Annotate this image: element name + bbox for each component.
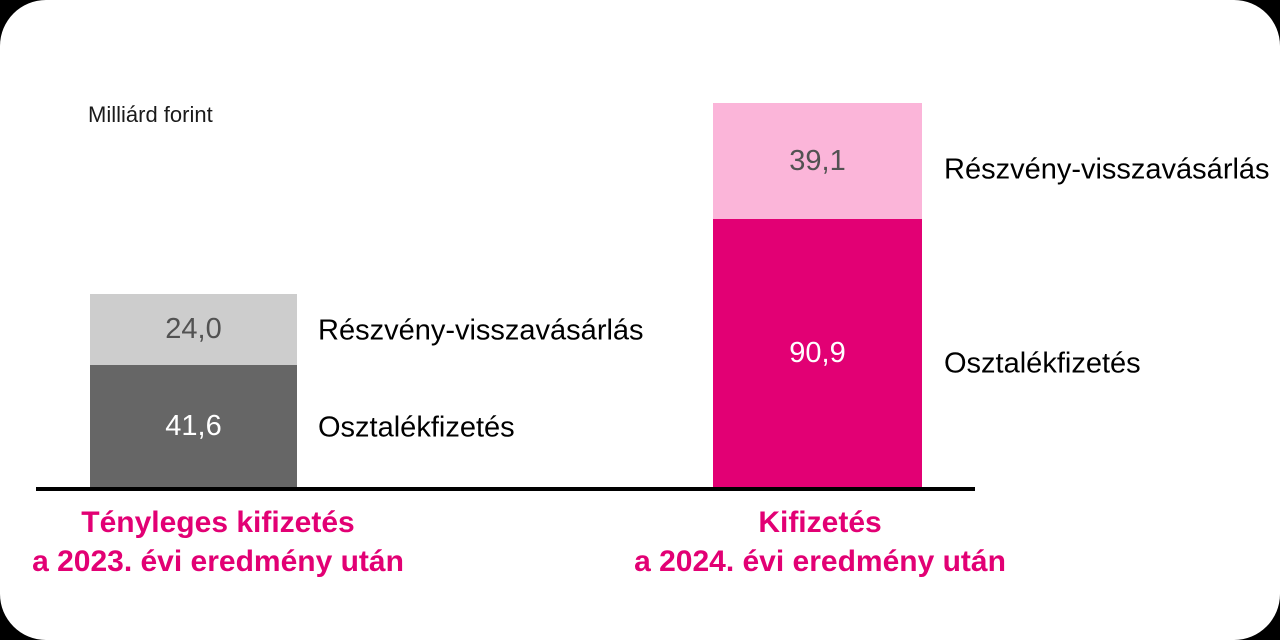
category-label-2023-line2: a 2023. évi eredmény után: [32, 545, 404, 578]
label-2023-buyback: Részvény-visszavásárlás: [318, 314, 644, 347]
label-2024-dividend: Osztalékfizetés: [944, 347, 1141, 380]
bar-2023-dividend-value: 41,6: [165, 410, 222, 442]
category-label-2023-line1: Tényleges kifizetés: [81, 506, 355, 539]
bar-2024-dividend-value: 90,9: [789, 337, 846, 369]
bar-2023-buyback-segment: 24,0: [90, 294, 297, 365]
label-2024-buyback: Részvény-visszavásárlás: [944, 153, 1270, 186]
bar-2024-buyback-segment: 39,1: [713, 103, 922, 219]
category-label-2023: Tényleges kifizetés a 2023. évi eredmény…: [18, 503, 418, 581]
category-label-2024-line1: Kifizetés: [758, 506, 882, 539]
bar-2024-buyback-value: 39,1: [789, 144, 846, 177]
bar-2023: 24,0 41,6: [90, 294, 297, 488]
category-label-2024: Kifizetés a 2024. évi eredmény után: [620, 503, 1020, 581]
bar-2024-dividend-segment: 90,9: [713, 219, 922, 488]
unit-axis-label: Milliárd forint: [88, 102, 213, 127]
bar-2023-buyback-value: 24,0: [165, 313, 222, 345]
label-2023-dividend: Osztalékfizetés: [318, 411, 515, 444]
category-label-2024-line2: a 2024. évi eredmény után: [634, 545, 1006, 578]
x-axis-line: [36, 487, 975, 491]
bar-2023-dividend-segment: 41,6: [90, 365, 297, 488]
bar-2024: 39,1 90,9: [713, 103, 922, 488]
